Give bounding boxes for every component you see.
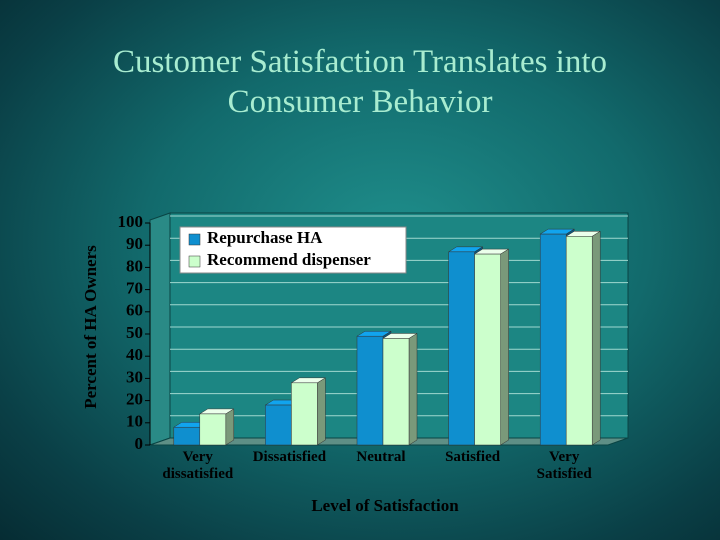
bar — [474, 253, 501, 446]
legend-label: Repurchase HA — [207, 228, 323, 247]
x-tick-label: Neutral — [356, 449, 406, 465]
bar-side — [225, 408, 235, 446]
legend-swatch — [188, 255, 201, 268]
bar — [382, 338, 410, 446]
x-tick-label: Very dissatisfied — [162, 449, 234, 482]
bar — [291, 382, 318, 446]
bar — [565, 236, 593, 446]
bar — [199, 413, 227, 446]
y-tick-label: 90 — [126, 234, 143, 253]
bar-side — [317, 377, 326, 446]
legend-label: Recommend dispenser — [207, 250, 371, 269]
y-axis-label: Percent of HA Owners — [81, 245, 100, 409]
y-tick-label: 20 — [126, 390, 143, 409]
bar — [448, 251, 475, 446]
legend: Repurchase HA Recommend dispenser — [179, 226, 407, 274]
bar-side — [591, 230, 601, 446]
bar — [173, 426, 201, 446]
y-tick-label: 50 — [126, 323, 143, 342]
y-tick-label: 30 — [126, 367, 143, 386]
y-tick-label: 0 — [135, 434, 144, 453]
chart-title: Customer Satisfaction Translates into Co… — [112, 44, 608, 120]
x-tick-label: Dissatisfied — [252, 449, 327, 465]
x-tick-label: Satisfied — [445, 449, 501, 465]
legend-box — [179, 226, 407, 274]
y-tick-label: 10 — [126, 412, 143, 431]
bar-side — [408, 332, 418, 446]
y-tick-label: 40 — [126, 345, 143, 364]
y-tick-label: 70 — [126, 279, 143, 298]
bar-side — [500, 248, 509, 446]
side-wall — [149, 212, 171, 446]
y-tick-label: 100 — [118, 212, 144, 231]
x-axis-label: Level of Satisfaction — [311, 496, 459, 515]
legend-swatch — [188, 233, 201, 246]
bar — [265, 404, 292, 446]
x-tick-label: Very Satisfied — [536, 449, 592, 482]
bar — [539, 233, 567, 446]
bar — [356, 335, 384, 446]
y-tick-label: 60 — [126, 301, 143, 320]
y-tick-label: 80 — [126, 256, 143, 275]
